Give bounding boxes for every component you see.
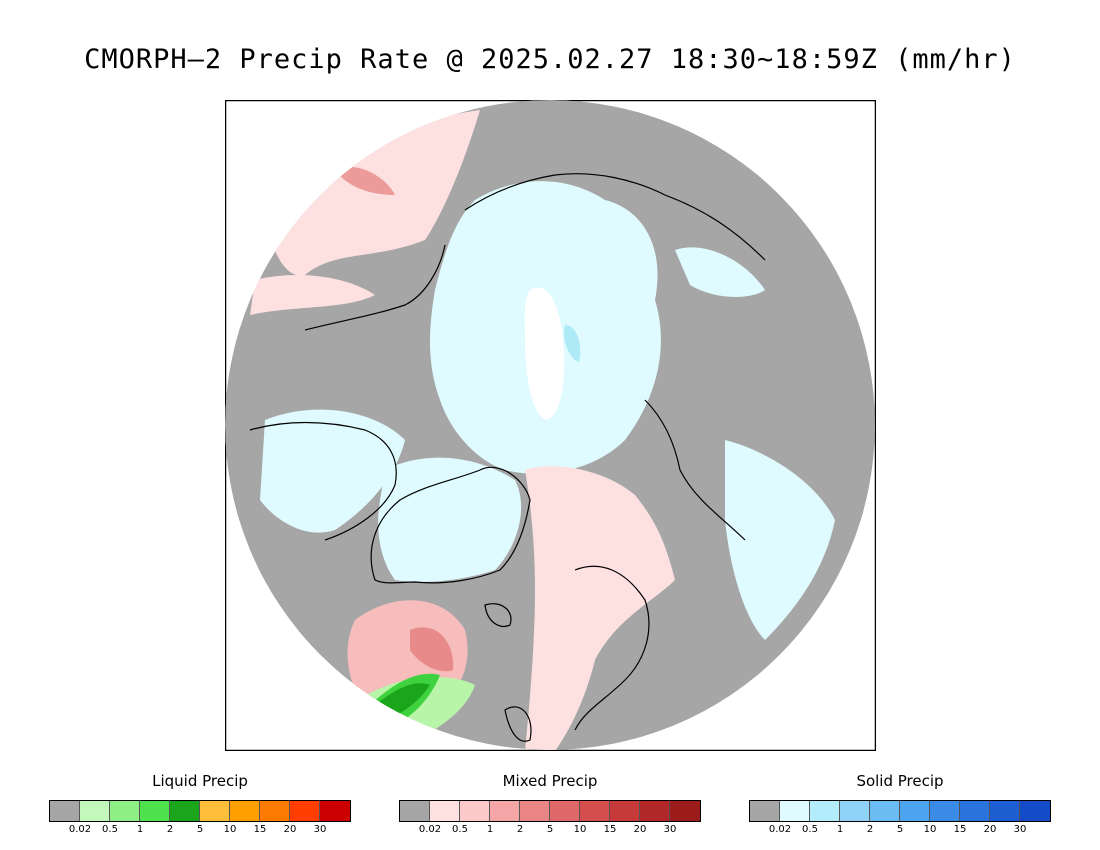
legend-swatch — [430, 801, 460, 821]
legend-swatch — [170, 801, 200, 821]
legend-tick-label: 5 — [546, 824, 554, 835]
legend-swatch — [930, 801, 960, 821]
legend-tick-label: 1 — [136, 824, 144, 835]
legend-tick-label: 0.5 — [802, 824, 818, 835]
chart-title: CMORPH–2 Precip Rate @ 2025.02.27 18:30~… — [84, 44, 1016, 75]
legend-tick-label: 0.02 — [418, 824, 442, 835]
legend-swatch — [670, 801, 700, 821]
legend-swatch — [990, 801, 1020, 821]
legend-tick-label: 15 — [953, 824, 967, 835]
scandinavia-coast — [574, 565, 650, 731]
legend-mixed-title: Mixed Precip — [502, 772, 598, 790]
legend-tick-label: 15 — [253, 824, 267, 835]
iceland-coast — [484, 603, 512, 627]
coastlines — [249, 173, 766, 742]
legend-swatch — [900, 801, 930, 821]
legend-swatch — [810, 801, 840, 821]
legend-tick-label: 0.02 — [768, 824, 792, 835]
legend-tick-label: 2 — [516, 824, 524, 835]
legend-swatch — [580, 801, 610, 821]
legend-tick-label: 30 — [1013, 824, 1027, 835]
legend-swatch — [200, 801, 230, 821]
solid-precip-region-greenland — [378, 457, 522, 582]
solid-precip-medium-patch — [564, 325, 581, 362]
legend-swatch — [50, 801, 80, 821]
legend-swatch — [140, 801, 170, 821]
solid-precip-region-siberia — [675, 247, 765, 297]
legend-mixed: Mixed Precip 0.02 0.5 1 2 5 10 15 20 30 — [399, 772, 701, 836]
legend-swatch — [110, 801, 140, 821]
legend-swatch — [1020, 801, 1050, 821]
siberia-coast — [464, 173, 766, 261]
legend-liquid-swatches — [49, 800, 351, 822]
legend-swatch — [260, 801, 290, 821]
legend-tick-label: 2 — [166, 824, 174, 835]
legend-mixed-ticks: 0.02 0.5 1 2 5 10 15 20 30 — [399, 822, 701, 836]
mixed-precip-region-pacific — [265, 110, 480, 276]
mixed-precip-storm-core — [410, 627, 454, 672]
solid-precip-pole-gap — [524, 287, 565, 420]
polar-map — [225, 100, 876, 751]
mixed-precip-core-pacific — [335, 166, 395, 195]
legend-swatch — [400, 801, 430, 821]
legend-tick-label: 30 — [313, 824, 327, 835]
legend-tick-label: 20 — [633, 824, 647, 835]
mixed-precip-region-atlantic — [525, 466, 675, 750]
russia-coast — [644, 399, 746, 541]
legend-tick-label: 0.5 — [452, 824, 468, 835]
legend-swatch — [460, 801, 490, 821]
legend-tick-label: 20 — [283, 824, 297, 835]
legend-tick-label: 15 — [603, 824, 617, 835]
legend-swatch — [520, 801, 550, 821]
legend-swatch — [640, 801, 670, 821]
legend-swatch — [780, 801, 810, 821]
legend-solid-ticks: 0.02 0.5 1 2 5 10 15 20 30 — [749, 822, 1051, 836]
legend-tick-label: 5 — [196, 824, 204, 835]
legend-tick-label: 10 — [573, 824, 587, 835]
legend-tick-label: 10 — [223, 824, 237, 835]
legend-tick-label: 2 — [866, 824, 874, 835]
legend-liquid-ticks: 0.02 0.5 1 2 5 10 15 20 30 — [49, 822, 351, 836]
legend-swatch — [230, 801, 260, 821]
polar-map-canvas — [225, 100, 876, 751]
canada-coast — [249, 421, 397, 541]
alaska-coast — [304, 244, 446, 331]
solid-precip-region-eurasia — [725, 440, 835, 640]
legend-liquid-title: Liquid Precip — [152, 772, 248, 790]
precip-field — [225, 100, 875, 750]
legend-mixed-swatches — [399, 800, 701, 822]
legend-swatch — [610, 801, 640, 821]
legend-swatch — [490, 801, 520, 821]
legend-swatch — [960, 801, 990, 821]
legend-solid: Solid Precip 0.02 0.5 1 2 5 10 15 20 30 — [749, 772, 1051, 836]
solid-precip-region-canada — [260, 409, 405, 533]
legend-swatch — [80, 801, 110, 821]
legend-tick-label: 1 — [836, 824, 844, 835]
british-isles-coast — [504, 706, 532, 742]
mixed-precip-band-alaska — [250, 275, 375, 315]
greenland-coast — [370, 466, 531, 584]
legend-tick-label: 10 — [923, 824, 937, 835]
legend-swatch — [870, 801, 900, 821]
legend-tick-label: 30 — [663, 824, 677, 835]
legend-solid-swatches — [749, 800, 1051, 822]
legend-tick-label: 20 — [983, 824, 997, 835]
legend-solid-title: Solid Precip — [856, 772, 944, 790]
legend-swatch — [550, 801, 580, 821]
legend-swatch — [320, 801, 350, 821]
legend-tick-label: 0.5 — [102, 824, 118, 835]
legend-tick-label: 1 — [486, 824, 494, 835]
legend-tick-label: 5 — [896, 824, 904, 835]
legend-tick-label: 0.02 — [68, 824, 92, 835]
legend-liquid: Liquid Precip 0.02 0.5 1 2 5 10 15 20 30 — [49, 772, 351, 836]
legend-swatch — [840, 801, 870, 821]
legend-swatch — [750, 801, 780, 821]
legend-swatch — [290, 801, 320, 821]
